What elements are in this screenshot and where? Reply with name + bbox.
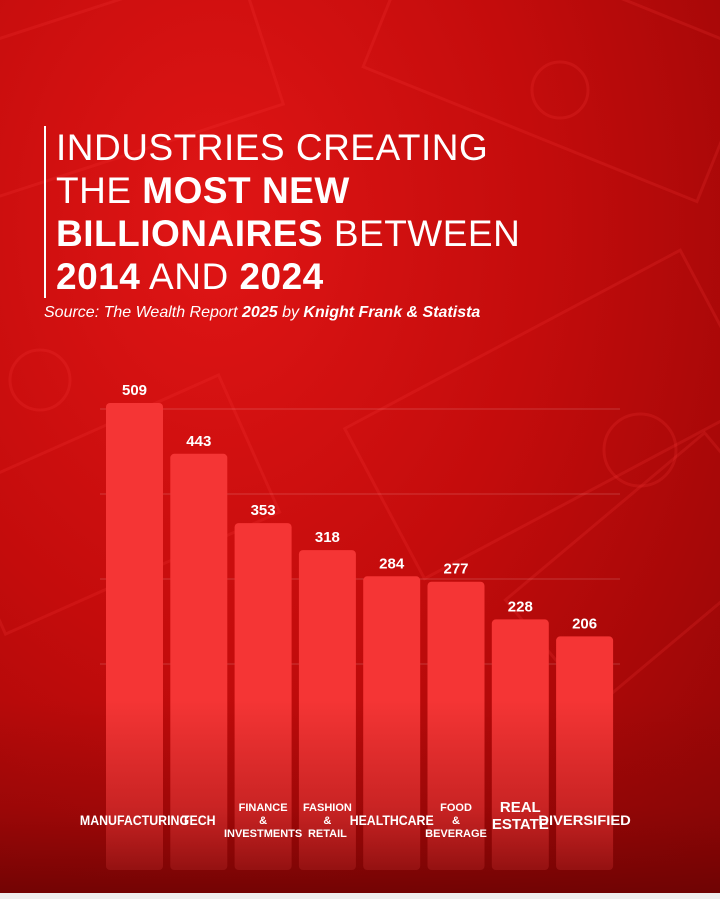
category-label-line: HEALTHCARE [350, 812, 434, 828]
category-label-line: & [259, 815, 267, 827]
category-label-line: MANUFACTURING [80, 812, 189, 828]
category-label-line: BEVERAGE [425, 828, 487, 840]
title-text-bold: MOST NEW [142, 170, 350, 211]
category-label: FINANCE & INVESTMENTS [224, 802, 302, 840]
category-label: FOOD & BEVERAGE [425, 802, 487, 840]
source-year: 2025 [242, 304, 278, 321]
category-label-line: & [452, 815, 460, 827]
bar-value-label: 353 [251, 502, 276, 519]
category-label: TECH [182, 812, 216, 828]
source-publishers: Knight Frank & Statista [303, 304, 481, 321]
title-text: AND [140, 256, 240, 297]
category-label-line: & [323, 815, 331, 827]
title-text: BETWEEN [323, 213, 521, 254]
category-label-line: FOOD [440, 802, 472, 814]
category-label-line: REAL [500, 799, 541, 816]
bottom-fade [0, 700, 720, 893]
category-label-line: INVESTMENTS [224, 828, 302, 840]
title-text: THE [56, 170, 143, 211]
category-label-line: ESTATE [492, 816, 549, 833]
title-line-3: BILLIONAIRES BETWEEN [56, 212, 676, 255]
category-label: MANUFACTURING [80, 812, 189, 828]
bar-value-label: 228 [508, 598, 533, 615]
title-text-bold: 2014 [56, 256, 141, 297]
title-text-bold: BILLIONAIRES [56, 213, 324, 254]
bar-value-label: 443 [186, 433, 211, 450]
source-prefix: Source: The Wealth Report [44, 304, 243, 321]
title: INDUSTRIES CREATING THE MOST NEW BILLION… [44, 126, 676, 298]
source-note: Source: The Wealth Report 2025 by Knight… [44, 304, 480, 322]
category-label-line: FINANCE [239, 802, 288, 814]
bar-value-label: 318 [315, 529, 340, 546]
bar-value-label: 509 [122, 382, 147, 399]
category-label: HEALTHCARE [350, 812, 434, 828]
title-line-2: THE MOST NEW [56, 169, 676, 212]
title-line-1: INDUSTRIES CREATING [56, 126, 676, 169]
category-label-line: FASHION [303, 802, 352, 814]
category-label: DIVERSIFIED [538, 812, 630, 828]
category-label: FASHION & RETAIL [303, 802, 352, 840]
source-by: by [277, 304, 304, 321]
title-line-4: 2014 AND 2024 [56, 255, 676, 298]
bar-value-label: 206 [572, 615, 597, 632]
category-label-line: DIVERSIFIED [538, 812, 630, 828]
category-label-line: TECH [182, 812, 216, 828]
category-label: REAL ESTATE [492, 799, 549, 833]
bar-value-label: 284 [379, 555, 405, 572]
category-label-line: RETAIL [308, 828, 347, 840]
title-text: INDUSTRIES CREATING [56, 127, 489, 168]
bottom-strip [0, 893, 720, 899]
title-text-bold: 2024 [239, 256, 324, 297]
bar-value-label: 277 [443, 561, 468, 578]
